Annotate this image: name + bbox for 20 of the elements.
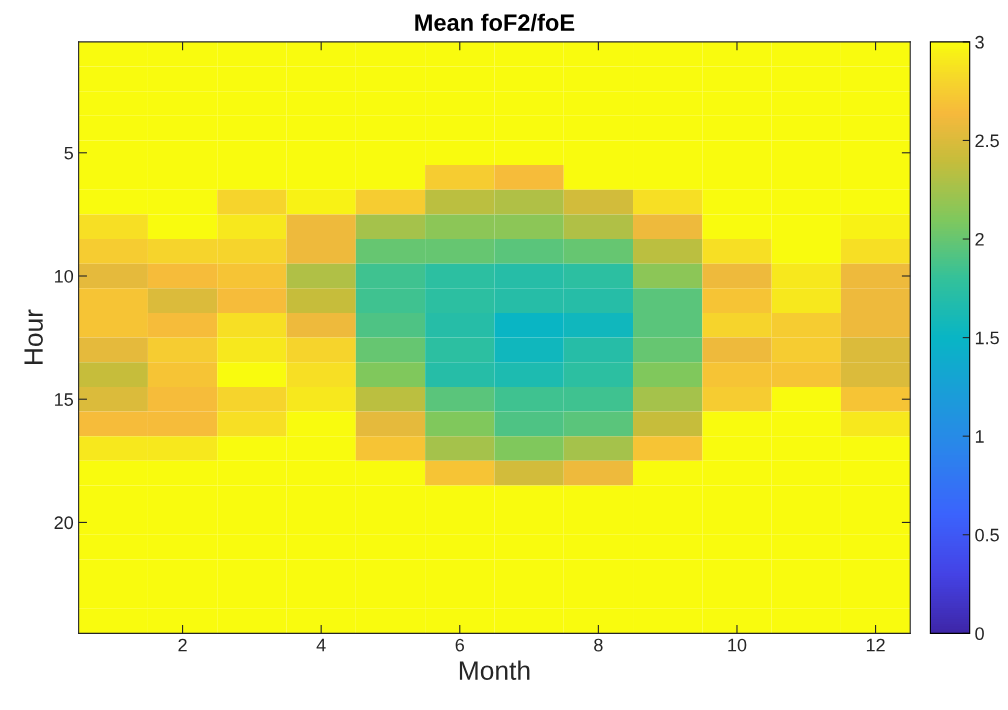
y-axis-title: Hour [24,309,43,365]
y-tick-label: 20 [54,516,74,530]
color-bar-label: 2.5 [975,134,999,148]
x-tick-label: 12 [866,638,885,652]
x-axis-title: Month [459,660,530,680]
x-tick-label: 10 [728,638,747,652]
color-bar-label: 1.5 [975,331,999,345]
color-bar-label: 1 [975,430,984,443]
y-tick-label: 10 [55,269,74,283]
color-bar-label: 0 [975,627,984,641]
x-tick-label: 6 [455,638,464,652]
color-bar-label: 2 [975,232,984,246]
x-tick-label: 8 [594,638,603,652]
color-bar-label: 0.5 [975,528,999,542]
y-tick-label: 15 [55,393,74,406]
x-tick-label: 4 [316,638,326,652]
x-tick-label: 2 [178,638,187,652]
y-tick-label: 5 [64,146,74,160]
chart-title: Mean foF2/foE [415,13,575,32]
color-bar-label: 3 [975,35,984,49]
